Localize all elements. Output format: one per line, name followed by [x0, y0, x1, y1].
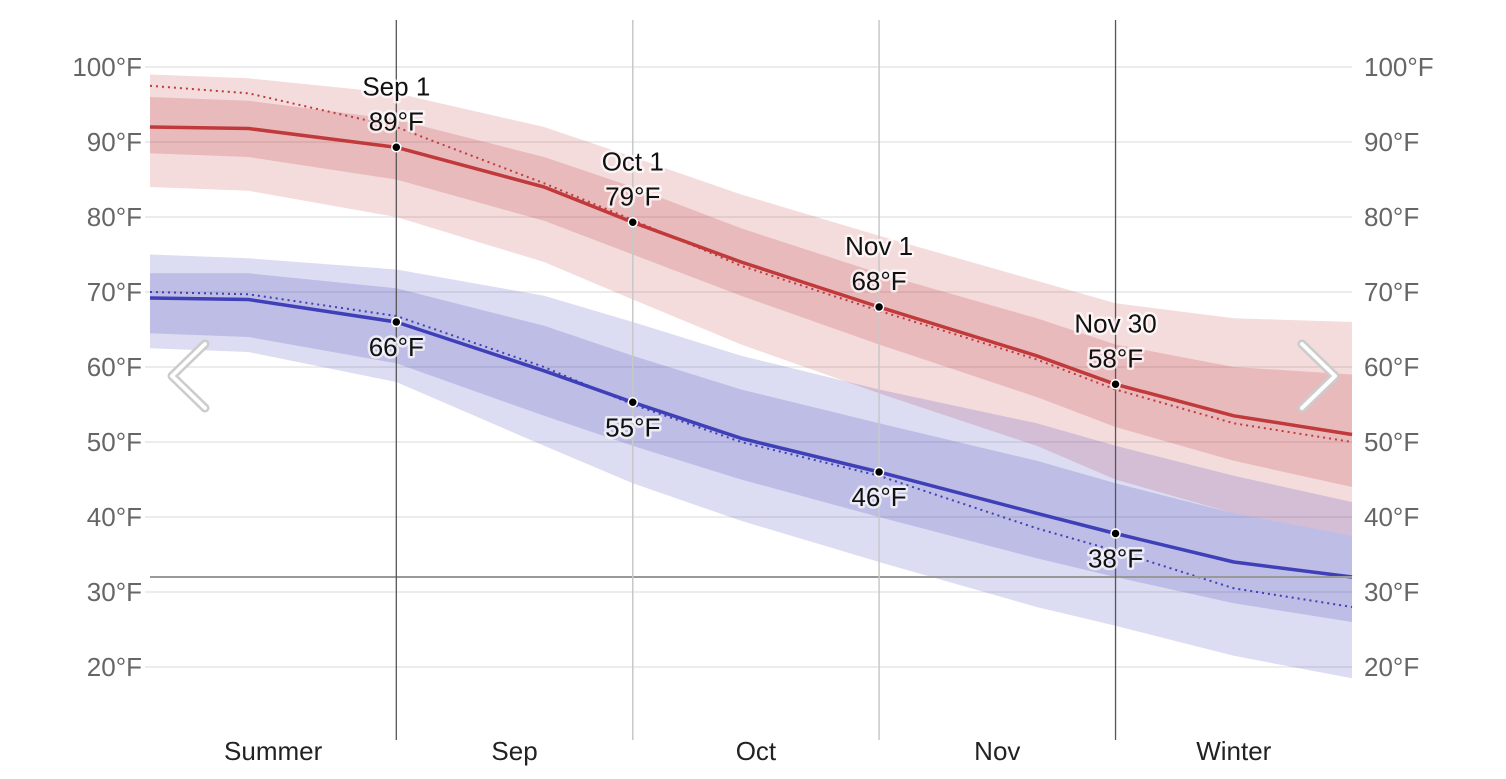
y-tick-label-right: 50°F [1364, 427, 1419, 457]
y-tick-label-left: 30°F [87, 577, 142, 607]
prev-arrow-button[interactable] [167, 339, 210, 413]
high-inner-band [150, 97, 1352, 487]
annotation-date: Sep 1 [362, 71, 430, 101]
y-tick-label-left: 50°F [87, 427, 142, 457]
high-point [873, 301, 885, 313]
y-tick-label-right: 20°F [1364, 652, 1419, 682]
chevron-left-icon[interactable] [167, 339, 210, 413]
annotation-points [391, 142, 1121, 539]
low-point [391, 316, 402, 328]
y-tick-label-left: 20°F [87, 652, 142, 682]
y-tick-label-left: 90°F [87, 127, 142, 157]
high-recent-line [149, 84, 1353, 443]
y-tick-label-right: 70°F [1364, 277, 1419, 307]
y-tick-label-right: 40°F [1364, 502, 1419, 532]
gridlines [145, 66, 1352, 668]
low-outer-band [150, 254, 1352, 679]
y-tick-label-right: 90°F [1364, 127, 1419, 157]
y-tick-label-right: 60°F [1364, 352, 1419, 382]
y-tick-label-left: 100°F [72, 52, 142, 82]
y-axis-ticks: 20°F 20°F 30°F 30°F 40°F 40°F 50°F 50°F 60°F 60°F… [72, 52, 1433, 682]
low-mean-line [149, 296, 1353, 579]
annotation-high-value: 79°F [605, 181, 660, 211]
low-recent-line [149, 291, 1353, 608]
high-outer-band [150, 74, 1352, 536]
annotation-date: Oct 1 [602, 146, 664, 176]
y-tick-label-left: 40°F [87, 502, 142, 532]
low-point [627, 397, 639, 408]
annotation-date: Nov 30 [1074, 308, 1156, 338]
annotation-date: Nov 1 [845, 231, 913, 261]
annotation-low-value: 38°F [1088, 544, 1143, 574]
annotation-low-value: 55°F [605, 412, 660, 442]
season-label: Oct [736, 736, 777, 766]
high-point [391, 142, 402, 153]
annotation-low-value: 66°F [369, 332, 424, 362]
season-label: Winter [1196, 736, 1271, 766]
y-tick-label-left: 80°F [87, 202, 142, 232]
annotation-low-value: 46°F [851, 482, 906, 512]
low-point [873, 466, 885, 478]
y-tick-label-left: 60°F [87, 352, 142, 382]
low-inner-band [150, 273, 1352, 622]
y-tick-label-right: 100°F [1364, 52, 1434, 82]
season-label: Sep [491, 736, 537, 766]
temperature-bands [150, 74, 1352, 679]
annotation-labels: Sep 1 89°F 66°F Oct 1 79°F 55°F Nov 1 68°F 46°F N… [360, 69, 1159, 576]
low-point [1110, 528, 1121, 539]
annotation-high-value: 58°F [1088, 343, 1143, 373]
high-mean-line [149, 125, 1353, 437]
season-label: Summer [224, 736, 323, 766]
annotation-high-value: 89°F [369, 106, 424, 136]
x-axis-season-labels: Summer Sep Oct Nov Winter [224, 736, 1272, 766]
next-arrow-button[interactable] [1297, 339, 1340, 413]
y-tick-label-right: 80°F [1364, 202, 1419, 232]
annotation-high-value: 68°F [851, 266, 906, 296]
season-label: Nov [974, 736, 1020, 766]
y-tick-label-left: 70°F [87, 277, 142, 307]
temperature-lines [149, 84, 1353, 608]
high-point [627, 217, 639, 228]
high-point [1110, 379, 1121, 390]
y-tick-label-right: 30°F [1364, 577, 1419, 607]
